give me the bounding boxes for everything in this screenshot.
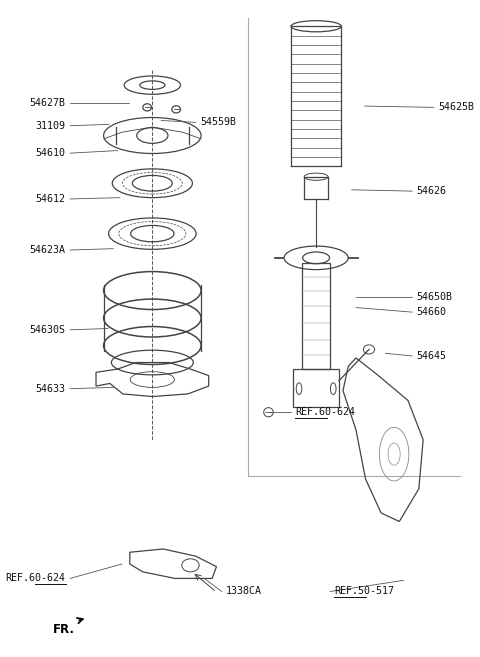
Text: 54559B: 54559B [200,118,236,127]
Text: 54650B: 54650B [417,292,453,302]
Text: 54612: 54612 [36,194,66,204]
Bar [302,263,330,369]
Text: 54630S: 54630S [30,325,66,335]
Text: REF.60-624: REF.60-624 [6,574,66,583]
Text: FR.: FR. [53,623,75,636]
Text: 54625B: 54625B [438,102,474,112]
Text: 54660: 54660 [417,307,447,317]
Text: 54623A: 54623A [30,245,66,255]
Text: 54627B: 54627B [30,98,66,108]
Text: 54633: 54633 [36,384,66,394]
Bar [293,369,339,407]
Text: REF.50-517: REF.50-517 [335,587,395,597]
Text: 54645: 54645 [417,351,447,361]
Text: 31109: 31109 [36,121,66,131]
Text: 54610: 54610 [36,148,66,158]
Text: 54626: 54626 [417,186,447,196]
Text: REF.60-624: REF.60-624 [295,407,355,417]
Text: 1338CA: 1338CA [226,587,262,597]
